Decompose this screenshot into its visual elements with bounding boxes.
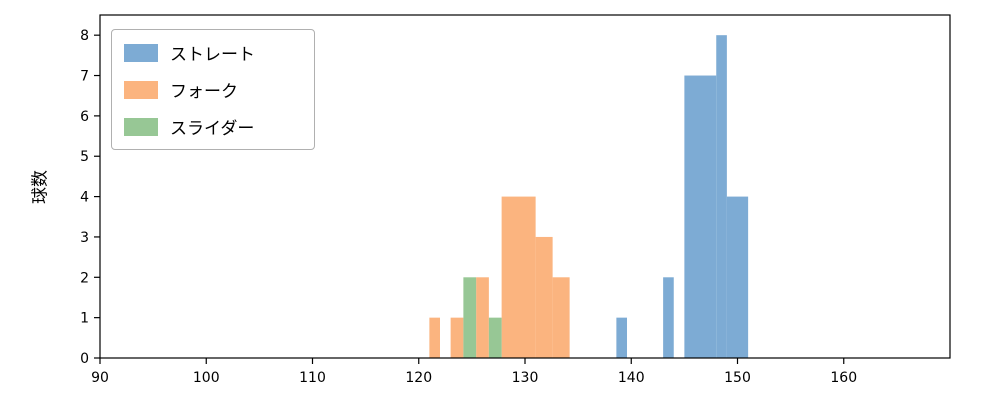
histogram-bar xyxy=(476,277,489,358)
legend: ストレート フォーク スライダー xyxy=(111,29,315,150)
x-tick-label: 100 xyxy=(193,370,220,386)
x-tick-label: 110 xyxy=(299,370,326,386)
histogram-bar xyxy=(726,196,749,358)
x-tick-label: 90 xyxy=(91,370,109,386)
y-tick-label: 0 xyxy=(80,351,89,367)
histogram-bar xyxy=(463,277,477,358)
y-tick-label: 7 xyxy=(80,69,89,85)
legend-swatch-fork-icon xyxy=(124,80,158,99)
y-tick-label: 4 xyxy=(80,190,89,206)
legend-item-fork: フォーク xyxy=(124,77,302,102)
histogram-bar xyxy=(488,317,502,358)
x-tick-label: 130 xyxy=(512,370,539,386)
x-tick-label: 120 xyxy=(405,370,432,386)
legend-label-straight: ストレート xyxy=(170,45,255,65)
y-tick-label: 6 xyxy=(80,109,89,125)
legend-item-slider: スライダー xyxy=(124,114,302,139)
y-tick-label: 3 xyxy=(80,230,89,246)
x-tick-label: 140 xyxy=(618,370,645,386)
y-tick-label: 1 xyxy=(80,311,89,327)
legend-swatch-slider-icon xyxy=(124,117,158,136)
legend-swatch-straight-icon xyxy=(124,43,158,62)
histogram-bar xyxy=(429,317,440,358)
y-tick-label: 8 xyxy=(80,28,89,44)
x-tick-label: 160 xyxy=(830,370,857,386)
histogram-bar xyxy=(501,196,536,358)
x-tick-label: 150 xyxy=(724,370,751,386)
histogram-bar xyxy=(552,277,570,358)
histogram-bar xyxy=(450,317,464,358)
histogram-bar xyxy=(535,236,553,358)
legend-label-fork: フォーク xyxy=(170,82,238,102)
histogram-bar xyxy=(616,317,627,358)
histogram-bar xyxy=(716,35,727,358)
legend-item-straight: ストレート xyxy=(124,40,302,65)
histogram-bar xyxy=(663,277,674,358)
y-tick-label: 2 xyxy=(80,270,89,286)
y-tick-label: 5 xyxy=(80,149,89,165)
legend-label-slider: スライダー xyxy=(170,119,255,139)
y-axis-label: 球数 xyxy=(30,170,51,204)
histogram-bar xyxy=(684,75,717,358)
